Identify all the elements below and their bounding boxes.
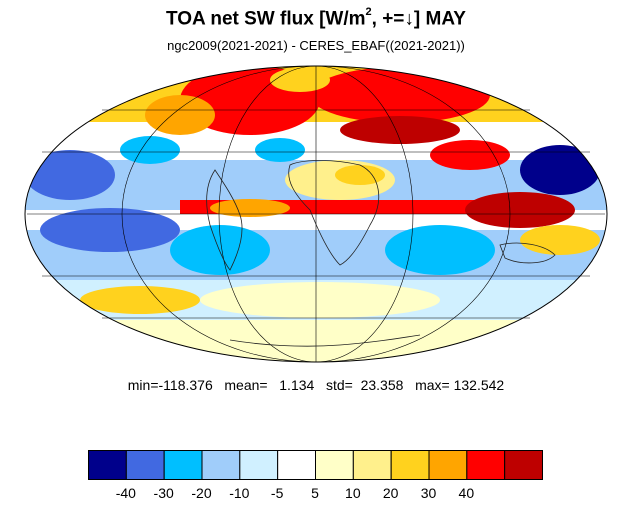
colorbar-swatch	[163, 450, 203, 480]
colorbar-swatch	[315, 450, 354, 480]
colorbar-tick-label: -40	[115, 485, 136, 501]
colorbar-tick-label: 40	[458, 485, 475, 501]
colorbar-swatch	[428, 450, 468, 480]
colorbar-swatch	[277, 450, 316, 480]
colorbar-swatch	[390, 450, 430, 480]
world-map	[24, 65, 608, 363]
colorbar-tick-label: -30	[153, 485, 174, 501]
colorbar-tick-label: -5	[270, 485, 284, 501]
colorbar-swatch	[201, 450, 241, 480]
colorbar-tick-label: 10	[345, 485, 361, 501]
title-superscript: 2	[365, 6, 372, 18]
map-outline	[24, 65, 608, 363]
map-field	[25, 66, 607, 362]
colorbar-swatch	[239, 450, 279, 480]
coastlines	[206, 160, 556, 347]
colorbar-swatch	[466, 450, 506, 480]
colorbar-swatch	[88, 450, 127, 480]
colorbar-swatch	[504, 450, 543, 480]
colorbar-swatch	[125, 450, 165, 480]
colorbar	[88, 450, 543, 480]
chart-subtitle: ngc2009(2021-2021) - CERES_EBAF((2021-20…	[167, 38, 465, 53]
stats-line: min=-118.376 mean= 1.134 std= 23.358 max…	[127, 377, 505, 393]
colorbar-tick-label: 30	[420, 485, 437, 501]
colorbar-swatch	[352, 450, 392, 480]
colorbar-tick-label: -10	[229, 485, 250, 501]
title-tail: , +=↓] MAY	[371, 8, 466, 30]
colorbar-tick-label: -20	[191, 485, 212, 501]
colorbar-tick-label: 20	[382, 485, 399, 501]
colorbar-tick-label: 5	[311, 485, 319, 501]
chart-title: TOA net SW flux [W/m2, +=↓] MAY	[0, 6, 632, 30]
title-main: TOA net SW flux [W/m	[166, 8, 366, 30]
